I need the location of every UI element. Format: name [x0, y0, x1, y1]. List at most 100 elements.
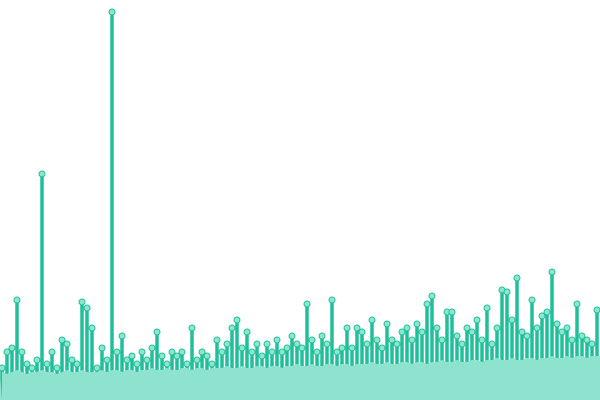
marker: [323, 340, 331, 348]
area: [0, 356, 600, 400]
marker: [473, 316, 481, 324]
marker: [363, 340, 371, 348]
marker: [198, 348, 206, 356]
marker: [3, 348, 11, 356]
marker: [533, 324, 541, 332]
marker: [43, 360, 51, 368]
marker: [223, 340, 231, 348]
marker: [488, 340, 496, 348]
marker: [173, 352, 181, 360]
marker: [238, 344, 246, 352]
marker: [308, 336, 316, 344]
marker: [508, 316, 516, 324]
marker: [153, 328, 161, 336]
marker: [358, 328, 366, 336]
marker: [263, 340, 271, 348]
marker: [128, 352, 136, 360]
marker: [373, 336, 381, 344]
marker: [68, 356, 76, 364]
marker: [38, 170, 46, 178]
marker: [353, 324, 361, 332]
marker: [228, 324, 236, 332]
marker: [393, 340, 401, 348]
marker: [118, 332, 126, 340]
marker: [303, 300, 311, 308]
marker: [578, 332, 586, 340]
marker: [563, 324, 571, 332]
marker: [178, 348, 186, 356]
marker: [278, 348, 286, 356]
marker: [593, 306, 600, 314]
marker: [93, 364, 101, 372]
marker: [73, 360, 81, 368]
marker: [248, 348, 256, 356]
marker: [403, 324, 411, 332]
marker: [338, 344, 346, 352]
marker: [573, 300, 581, 308]
marker: [193, 356, 201, 364]
marker: [543, 308, 551, 316]
marker: [583, 336, 591, 344]
marker: [568, 336, 576, 344]
marker: [83, 304, 91, 312]
marker: [123, 356, 131, 364]
marker: [208, 360, 216, 368]
marker: [503, 288, 511, 296]
marker: [283, 344, 291, 352]
marker: [378, 344, 386, 352]
marker: [18, 348, 26, 356]
marker: [143, 356, 151, 364]
marker: [588, 340, 596, 348]
marker: [528, 296, 536, 304]
marker: [388, 336, 396, 344]
marker: [273, 336, 281, 344]
marker: [553, 320, 561, 328]
marker: [168, 348, 176, 356]
marker: [158, 352, 166, 360]
marker: [433, 324, 441, 332]
marker: [163, 360, 171, 368]
marker: [28, 364, 36, 372]
marker: [333, 348, 341, 356]
marker: [493, 324, 501, 332]
marker: [438, 336, 446, 344]
marker: [58, 336, 66, 344]
marker: [213, 336, 221, 344]
marker: [548, 268, 556, 276]
marker: [253, 340, 261, 348]
marker: [428, 292, 436, 300]
marker: [48, 348, 56, 356]
marker: [558, 328, 566, 336]
marker: [233, 316, 241, 324]
marker: [138, 348, 146, 356]
marker: [33, 356, 41, 364]
marker: [288, 332, 296, 340]
marker: [243, 328, 251, 336]
marker: [448, 308, 456, 316]
marker: [98, 344, 106, 352]
marker: [368, 316, 376, 324]
marker: [258, 352, 266, 360]
marker: [103, 356, 111, 364]
marker: [63, 340, 71, 348]
marker: [318, 332, 326, 340]
marker: [23, 360, 31, 368]
marker: [408, 336, 416, 344]
marker: [478, 336, 486, 344]
marker: [538, 312, 546, 320]
marker: [483, 304, 491, 312]
marker: [88, 324, 96, 332]
marker: [113, 348, 121, 356]
marker: [148, 344, 156, 352]
marker: [463, 324, 471, 332]
marker: [468, 328, 476, 336]
marker: [383, 320, 391, 328]
marker: [188, 324, 196, 332]
marker: [458, 340, 466, 348]
marker: [423, 300, 431, 308]
marker: [78, 298, 86, 306]
marker: [418, 328, 426, 336]
marker: [268, 348, 276, 356]
